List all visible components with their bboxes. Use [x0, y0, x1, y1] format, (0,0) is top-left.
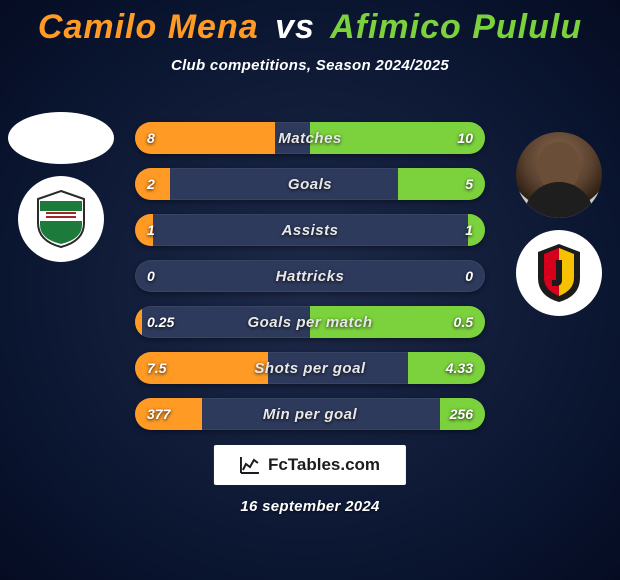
player-b-club-badge: [516, 230, 602, 316]
stat-value-left: 0: [135, 260, 167, 292]
chart-icon: [240, 456, 260, 474]
branding-text: FcTables.com: [268, 455, 380, 475]
stat-row: Goals2 5: [135, 168, 485, 200]
stat-value-left: 1: [135, 214, 167, 246]
stat-row: Shots per goal7.5 4.33: [135, 352, 485, 384]
stat-value-left: 2: [135, 168, 167, 200]
lechia-shield-icon: [34, 189, 88, 249]
stat-bars-container: Matches8 10 Goals2 5 Assists1 1 Hattricks0 0 Goa…: [135, 122, 485, 430]
player-a-name: Camilo Mena: [38, 8, 259, 46]
stat-value-right: 256: [438, 398, 485, 430]
stat-value-left: 7.5: [135, 352, 178, 384]
stat-value-right: 10: [445, 122, 485, 154]
player-b-name: Afimico Pululu: [330, 8, 582, 46]
player-a-avatar-placeholder: [8, 112, 114, 164]
stat-value-left: 0.25: [135, 306, 186, 338]
stat-label: Shots per goal: [135, 352, 485, 384]
stat-value-right: 5: [453, 168, 485, 200]
right-player-column: [504, 132, 614, 316]
subtitle: Club competitions, Season 2024/2025: [0, 57, 620, 74]
stat-row: Goals per match0.25 0.5: [135, 306, 485, 338]
stat-value-left: 8: [135, 122, 167, 154]
stat-row: Assists1 1: [135, 214, 485, 246]
stat-value-right: 1: [453, 214, 485, 246]
stat-label: Goals: [135, 168, 485, 200]
branding-badge: FcTables.com: [214, 445, 406, 485]
stat-row: Min per goal377 256: [135, 398, 485, 430]
player-a-club-badge: [18, 176, 104, 262]
stat-row: Hattricks0 0: [135, 260, 485, 292]
stat-value-left: 377: [135, 398, 182, 430]
snapshot-date: 16 september 2024: [240, 498, 379, 515]
left-player-column: [6, 112, 116, 262]
jagiellonia-shield-icon: [534, 242, 584, 304]
vs-text: vs: [275, 8, 315, 46]
stat-label: Hattricks: [135, 260, 485, 292]
stat-label: Matches: [135, 122, 485, 154]
comparison-title: Camilo Mena vs Afimico Pululu: [0, 0, 620, 47]
stat-value-right: 4.33: [434, 352, 485, 384]
stat-value-right: 0.5: [442, 306, 485, 338]
stat-label: Assists: [135, 214, 485, 246]
stat-row: Matches8 10: [135, 122, 485, 154]
player-b-avatar: [516, 132, 602, 218]
stat-label: Goals per match: [135, 306, 485, 338]
stat-value-right: 0: [453, 260, 485, 292]
stat-label: Min per goal: [135, 398, 485, 430]
